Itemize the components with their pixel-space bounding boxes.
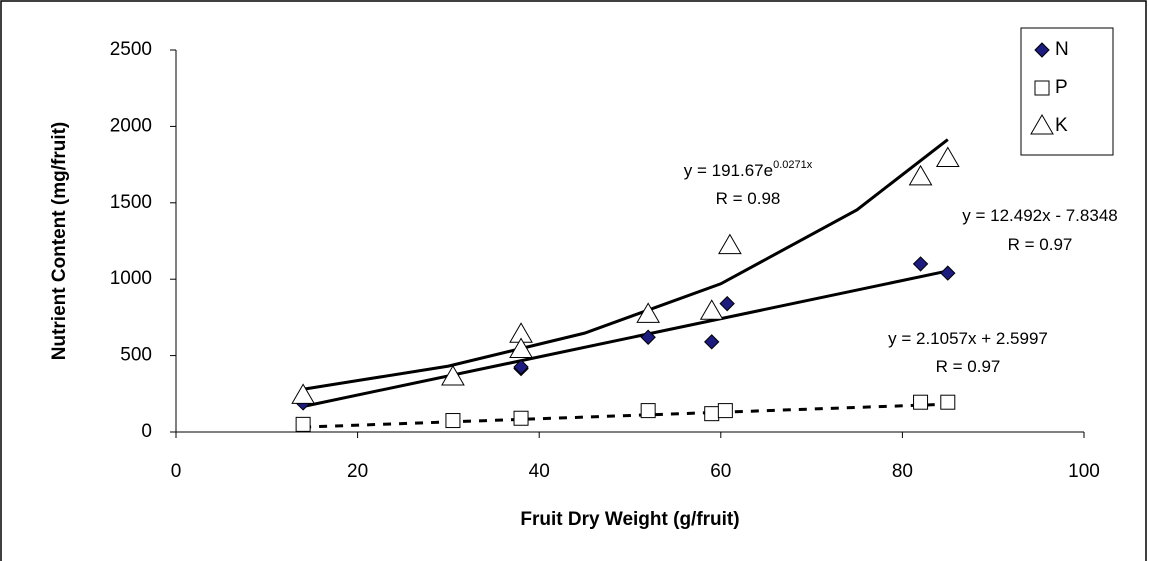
marker <box>509 337 533 358</box>
x-tick-label: 60 <box>710 461 731 482</box>
legend-label: P <box>1055 77 1068 98</box>
marker <box>699 299 724 320</box>
trend-line <box>303 402 948 429</box>
legend-marker <box>1034 42 1050 58</box>
marker <box>913 394 929 410</box>
marker <box>940 394 956 410</box>
marker <box>291 383 315 404</box>
annotation: y = 12.492x - 7.8348 <box>962 206 1117 225</box>
x-tick-label: 40 <box>529 461 550 482</box>
legend-marker <box>1030 114 1054 135</box>
legend-marker <box>1034 80 1050 96</box>
x-tick-label: 80 <box>892 461 913 482</box>
annotation: R = 0.97 <box>1008 235 1073 254</box>
marker <box>441 364 465 386</box>
marker <box>912 256 929 272</box>
x-tick-label: 20 <box>347 461 368 482</box>
marker <box>513 359 529 375</box>
annotation-text: R = 0.97 <box>936 357 1001 376</box>
y-tick-label: 500 <box>120 345 152 366</box>
y-tick-label: 0 <box>141 421 152 442</box>
marker <box>940 265 956 281</box>
annotation: y = 191.67e0.0271x <box>684 159 813 181</box>
annotation-text: R = 0.98 <box>716 189 781 208</box>
y-tick-label: 1500 <box>110 192 152 213</box>
y-tick-label: 2000 <box>110 115 152 136</box>
annotation-text: y = 2.1057x + 2.5997 <box>888 329 1048 348</box>
trend-line <box>302 269 949 408</box>
marker <box>704 334 720 350</box>
marker <box>908 164 933 186</box>
x-tick-label: 0 <box>171 461 182 482</box>
annotation-text: R = 0.97 <box>1008 235 1073 254</box>
y-tick-label: 1000 <box>110 268 152 289</box>
annotation: R = 0.98 <box>716 189 781 208</box>
marker <box>704 406 720 422</box>
marker <box>445 413 461 429</box>
x-axis-label: Fruit Dry Weight (g/fruit) <box>520 509 739 530</box>
annotation-text: y = 12.492x - 7.8348 <box>962 206 1117 225</box>
x-tick-label: 100 <box>1068 461 1100 482</box>
annotation: R = 0.97 <box>936 357 1001 376</box>
annotation: y = 2.1057x + 2.5997 <box>888 329 1048 348</box>
marker <box>513 410 529 426</box>
y-axis-label: Nutrient Content (mg/fruit) <box>49 122 70 361</box>
marker <box>295 416 311 432</box>
marker <box>935 146 960 167</box>
y-tick-label: 2500 <box>110 39 152 60</box>
marker <box>640 329 656 345</box>
trend-line <box>302 138 949 391</box>
annotation-text: y = 191.67e <box>684 161 773 180</box>
marker <box>717 403 733 419</box>
marker <box>718 233 742 255</box>
legend-label: K <box>1055 115 1068 136</box>
marker <box>640 403 656 419</box>
legend-label: N <box>1055 39 1069 60</box>
marker <box>636 302 661 323</box>
annotation-sup: 0.0271x <box>773 159 813 171</box>
marker <box>719 295 735 312</box>
